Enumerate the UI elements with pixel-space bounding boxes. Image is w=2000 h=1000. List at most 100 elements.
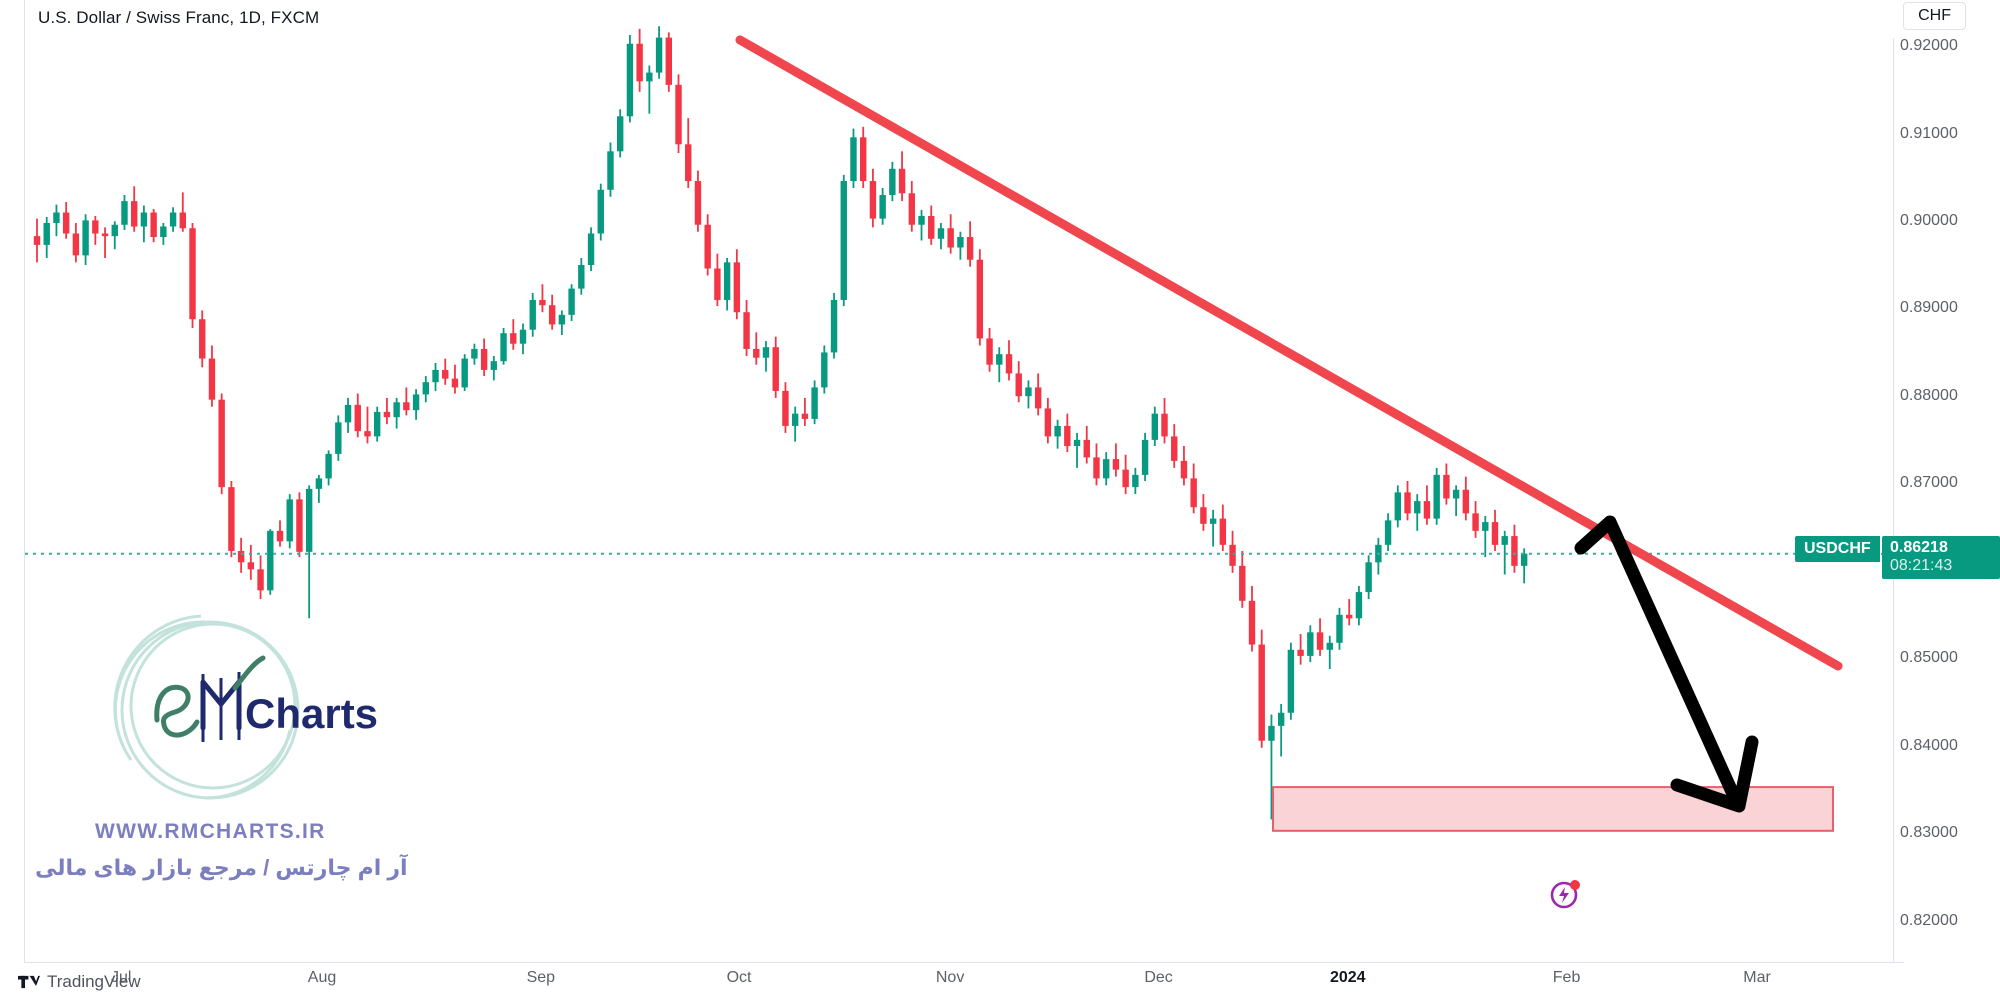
candlestick: [1258, 629, 1265, 748]
candlestick: [578, 257, 585, 295]
plot-area[interactable]: Charts: [25, 0, 1893, 962]
chart-bottom-border: [24, 962, 1904, 963]
candlestick: [228, 481, 235, 558]
candlestick: [422, 376, 429, 403]
candlestick: [412, 389, 420, 420]
price-tick: 0.83000: [1900, 824, 1958, 842]
candlestick: [1414, 494, 1421, 531]
candlestick: [898, 151, 906, 202]
support-zone-rect[interactable]: [1272, 786, 1834, 832]
candlestick: [218, 393, 225, 495]
time-tick: 2024: [1329, 969, 1366, 986]
candlestick: [587, 227, 595, 272]
price-axis[interactable]: 0.92000 0.91000 0.90000 0.89000 0.88000 0.870…: [1882, 0, 2000, 963]
candlestick: [383, 397, 391, 425]
projection-arrow-line[interactable]: [1574, 515, 1745, 812]
ticker-tag[interactable]: USDCHF: [1795, 535, 1880, 562]
candlestick: [1093, 443, 1100, 486]
candlestick: [1161, 397, 1168, 444]
candlestick: [539, 284, 546, 313]
candlestick: [1044, 397, 1052, 444]
price-tick: 0.88000: [1900, 386, 1958, 404]
candlestick: [257, 555, 264, 600]
candlestick: [480, 338, 488, 377]
candlestick: [1511, 524, 1518, 573]
candlestick: [442, 358, 449, 385]
candlestick: [1064, 413, 1071, 453]
candlestick: [558, 310, 566, 335]
candlestick: [305, 485, 313, 619]
candlestick: [189, 223, 196, 328]
candlestick: [685, 118, 692, 189]
candlestick: [393, 397, 400, 429]
candlestick: [519, 323, 527, 355]
current-price-badge[interactable]: 0.86218 08:21:43: [1882, 535, 2000, 579]
time-tick: Nov: [935, 969, 965, 986]
candlestick: [986, 327, 993, 372]
candlestick: [1336, 607, 1343, 650]
candlestick: [976, 249, 984, 346]
candlestick: [918, 209, 925, 241]
tradingview-logo[interactable]: TradingView: [18, 972, 141, 992]
candlestick: [43, 216, 50, 258]
candlestick: [1025, 380, 1032, 409]
candlestick: [1200, 494, 1207, 531]
candlestick: [92, 216, 99, 245]
candlestick: [237, 537, 245, 573]
candlestick: [179, 192, 186, 232]
price-tick: 0.84000: [1900, 736, 1958, 754]
candlestick: [675, 74, 682, 154]
events-lightning-icon[interactable]: [1548, 877, 1582, 911]
candlestick: [607, 142, 614, 197]
candlestick: [1404, 481, 1411, 521]
candlestick: [1452, 485, 1460, 516]
candlestick: [1229, 530, 1236, 573]
candlestick: [762, 341, 770, 372]
candlestick: [1287, 642, 1295, 720]
candlestick: [908, 181, 915, 232]
candlestick: [1384, 513, 1392, 551]
bar-countdown: 08:21:43: [1890, 556, 1953, 574]
candlestick: [1326, 635, 1333, 670]
candlestick: [169, 207, 177, 232]
candlestick: [1112, 443, 1120, 477]
candlestick: [850, 128, 857, 189]
price-tick: 0.91000: [1900, 124, 1958, 142]
price-axis-separator: [1893, 38, 1894, 962]
candlestick: [1122, 454, 1129, 495]
candlestick: [1472, 501, 1479, 538]
candlestick: [1394, 485, 1401, 528]
candlestick: [714, 253, 721, 307]
price-tick: 0.85000: [1900, 649, 1958, 667]
candlestick: [791, 406, 799, 442]
descending-trendline[interactable]: [735, 35, 1843, 671]
candlestick: [655, 26, 663, 79]
candlestick: [568, 284, 575, 321]
symbol-legend[interactable]: U.S. Dollar / Swiss Franc, 1D, FXCM: [38, 8, 320, 27]
candlestick: [53, 204, 60, 237]
candlestick: [947, 214, 954, 254]
candlestick: [490, 355, 498, 381]
candlestick: [1103, 452, 1110, 486]
candlestick: [830, 292, 838, 359]
candlestick: [500, 327, 507, 365]
chart-left-border: [24, 0, 25, 963]
candlestick: [1423, 485, 1431, 525]
candlestick: [1433, 467, 1440, 525]
time-axis[interactable]: Jul Aug Sep Oct Nov Dec 2024 Feb Mar: [24, 963, 1904, 1000]
candlestick: [1297, 634, 1304, 665]
candlestick: [782, 382, 789, 433]
candlestick: [1365, 555, 1372, 600]
candlestick: [860, 126, 867, 189]
candlestick: [344, 397, 352, 433]
candlestick: [966, 221, 974, 267]
candlestick: [286, 494, 293, 549]
candlestick: [801, 397, 809, 426]
currency-unit-button[interactable]: CHF: [1903, 2, 1966, 30]
candlestick: [451, 364, 459, 394]
candlestick: [208, 345, 216, 407]
candlestick: [1520, 548, 1528, 584]
candlestick: [1277, 704, 1285, 757]
candlestick: [723, 257, 731, 311]
candlestick: [617, 109, 624, 158]
